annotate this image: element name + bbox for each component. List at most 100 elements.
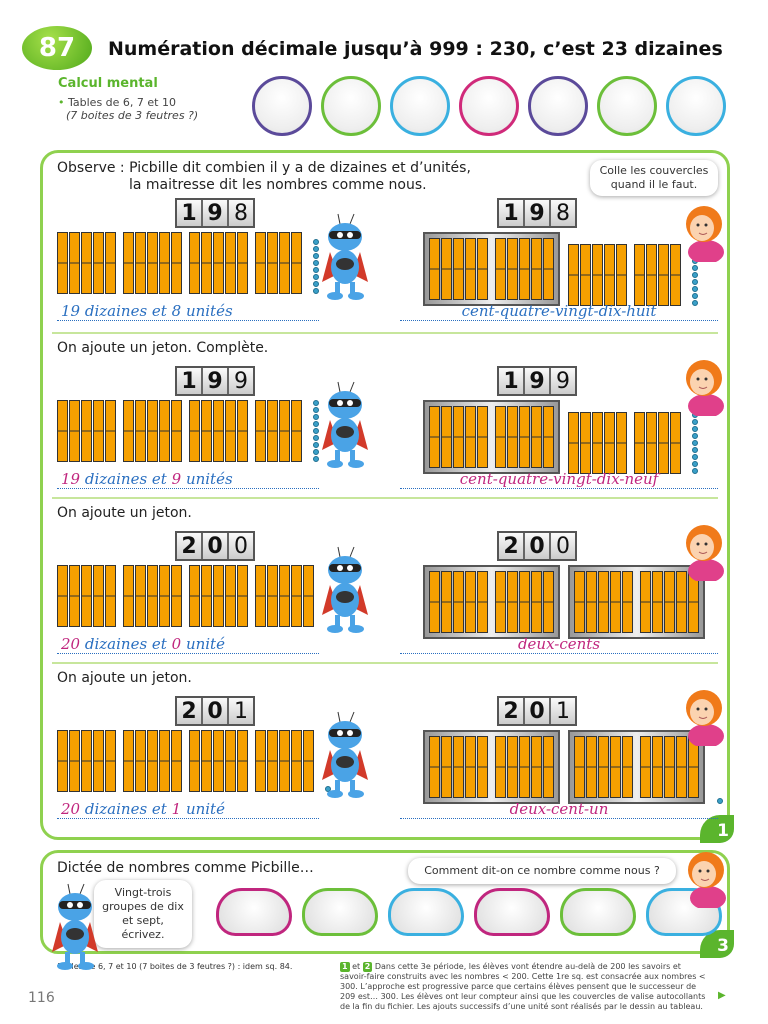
- footer-note-left: Tables de 6, 7 et 10 (7 boites de 3 feut…: [58, 962, 293, 971]
- answer-right[interactable]: deux-cents: [400, 635, 718, 654]
- ten-bars-group: [189, 232, 248, 294]
- ten-bars-group: [255, 730, 314, 792]
- answer-circle[interactable]: [528, 76, 588, 136]
- ten-bar: [291, 730, 302, 792]
- ten-bar: [147, 730, 158, 792]
- ten-bar: [213, 232, 224, 294]
- counter-digit: 9: [525, 368, 549, 394]
- answer-circle[interactable]: [597, 76, 657, 136]
- answer-text: dizaines et: [84, 302, 167, 320]
- ten-bar: [465, 571, 476, 633]
- ten-bar: [135, 232, 146, 294]
- ten-bar: [267, 400, 278, 462]
- answer-left[interactable]: 19 dizaines et 9 unités: [57, 470, 319, 489]
- unit-dot: [692, 447, 698, 453]
- ten-bar: [291, 565, 302, 627]
- ten-bar: [189, 232, 200, 294]
- ten-bar: [465, 736, 476, 798]
- answer-circle[interactable]: [252, 76, 312, 136]
- hundred-box: [423, 730, 560, 804]
- answer-cloud[interactable]: [560, 888, 636, 936]
- exercise-1-intro-2: la maitresse dit les nombres comme nous.: [129, 177, 427, 193]
- ten-bars-group: [429, 406, 488, 468]
- ten-bars-group: [568, 244, 627, 306]
- answer-right[interactable]: deux-cent-un: [400, 800, 718, 819]
- answer-left[interactable]: 19 dizaines et 8 unités: [57, 302, 319, 321]
- ten-bars-group: [429, 736, 488, 798]
- ten-bar: [303, 565, 314, 627]
- answer-number-words[interactable]: cent-quatre-vingt-dix-neuf: [459, 470, 659, 488]
- row-instruction: On ajoute un jeton. Complète.: [57, 340, 269, 356]
- picbille-character: [320, 380, 370, 470]
- answer-units[interactable]: 9: [171, 470, 182, 488]
- counter-digit: 9: [203, 368, 227, 394]
- ten-bar: [93, 730, 104, 792]
- teacher-question-bubble: Comment dit-on ce nombre comme nous ?: [408, 858, 676, 884]
- answer-number-words[interactable]: cent-quatre-vingt-dix-huit: [461, 302, 657, 320]
- answer-circle[interactable]: [666, 76, 726, 136]
- answer-tens[interactable]: 19: [61, 470, 81, 488]
- hundred-box: [423, 400, 560, 474]
- answer-units[interactable]: 8: [171, 302, 182, 320]
- ten-bar: [57, 400, 68, 462]
- unit-dot: [313, 456, 319, 462]
- ten-bar: [429, 736, 440, 798]
- ten-bar: [171, 232, 182, 294]
- answer-tens[interactable]: 20: [61, 635, 81, 653]
- answer-units[interactable]: 0: [171, 635, 182, 653]
- ten-bar: [93, 232, 104, 294]
- ten-bar: [213, 730, 224, 792]
- answer-number-words[interactable]: deux-cent-un: [509, 800, 609, 818]
- calcul-mental-title: Calcul mental: [58, 76, 158, 91]
- ten-bar: [441, 736, 452, 798]
- hundred-box: [423, 232, 560, 306]
- unit-dots: [313, 239, 319, 294]
- answer-cloud[interactable]: [216, 888, 292, 936]
- ten-bar: [213, 565, 224, 627]
- answer-tens[interactable]: 19: [61, 302, 81, 320]
- unit-dot: [692, 279, 698, 285]
- picbille-character: [320, 212, 370, 302]
- counter-digit: 2: [177, 698, 201, 724]
- ten-bar: [189, 565, 200, 627]
- ten-bar: [676, 736, 687, 798]
- answer-cloud[interactable]: [388, 888, 464, 936]
- ten-bar: [159, 232, 170, 294]
- ten-bars-group: [57, 730, 116, 792]
- ten-bar: [255, 565, 266, 627]
- ten-bar: [279, 400, 290, 462]
- answer-right[interactable]: cent-quatre-vingt-dix-neuf: [400, 470, 718, 489]
- answer-cloud[interactable]: [474, 888, 550, 936]
- row-divider: [52, 332, 718, 334]
- ten-bar: [201, 400, 212, 462]
- ten-bar: [586, 571, 597, 633]
- answer-circle[interactable]: [321, 76, 381, 136]
- answer-units[interactable]: 1: [171, 800, 182, 818]
- ten-bar: [519, 406, 530, 468]
- ten-bar: [81, 730, 92, 792]
- answer-circle[interactable]: [459, 76, 519, 136]
- counter-digit: 1: [229, 698, 253, 724]
- ten-bar: [135, 400, 146, 462]
- answer-text: unité: [185, 635, 225, 653]
- ten-bar: [201, 730, 212, 792]
- answer-cloud[interactable]: [302, 888, 378, 936]
- answer-left[interactable]: 20 dizaines et 0 unité: [57, 635, 319, 654]
- ten-bar: [676, 571, 687, 633]
- answer-tens[interactable]: 20: [61, 800, 81, 818]
- answer-right[interactable]: cent-quatre-vingt-dix-huit: [400, 302, 718, 321]
- hundred-box: [568, 565, 705, 639]
- answer-circle[interactable]: [390, 76, 450, 136]
- unit-dot: [325, 786, 331, 792]
- ten-bar: [465, 406, 476, 468]
- ten-bar: [568, 244, 579, 306]
- lesson-number-badge: 87: [22, 26, 92, 70]
- answer-left[interactable]: 20 dizaines et 1 unité: [57, 800, 319, 819]
- ten-bar: [622, 736, 633, 798]
- answer-text: unités: [185, 470, 233, 488]
- answer-number-words[interactable]: deux-cents: [517, 635, 601, 653]
- ten-bar: [189, 730, 200, 792]
